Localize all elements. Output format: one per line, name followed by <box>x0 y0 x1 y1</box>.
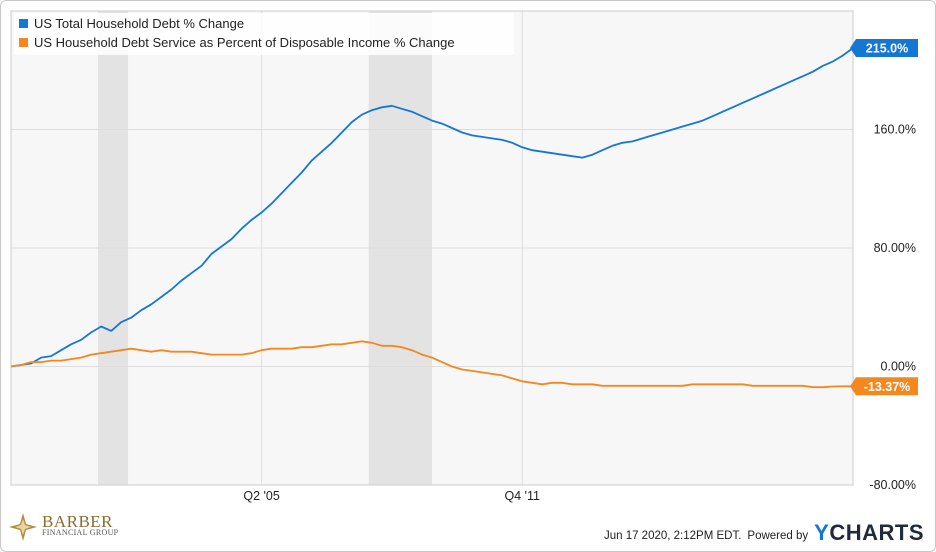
ycharts-rest: CHARTS <box>829 520 924 545</box>
barber-logo: BARBER FINANCIAL GROUP <box>8 512 118 542</box>
y-tick-label-2: 80.00% <box>874 241 916 255</box>
legend-box <box>14 13 514 55</box>
footer: Jun 17 2020, 2:12PM EDT. Powered by YCHA… <box>604 522 924 544</box>
plot-border <box>10 10 854 486</box>
y-tick-label-1: 0.00% <box>881 360 916 374</box>
legend-swatch-0 <box>19 19 28 28</box>
y-tick-label-3: 160.0% <box>874 123 916 137</box>
logo-name: BARBER <box>42 512 114 531</box>
ycharts-y: Y <box>814 520 830 545</box>
end-label-1: -13.37% <box>864 380 911 394</box>
end-label-0: 215.0% <box>866 42 908 56</box>
legend-swatch-1 <box>19 38 28 47</box>
legend-label-1: US Household Debt Service as Percent of … <box>34 35 455 50</box>
end-label-bg-0 <box>850 39 918 58</box>
series-line-0 <box>10 47 854 368</box>
legend-label-0: US Total Household Debt % Change <box>34 16 244 31</box>
y-tick-label-0: -80.00% <box>869 478 916 492</box>
series-line-1 <box>10 340 853 389</box>
compass-star-icon <box>9 513 37 541</box>
logo-subtitle: FINANCIAL GROUP <box>42 528 119 537</box>
timestamp: Jun 17 2020, 2:12PM EDT. <box>603 530 742 542</box>
x-tick-label-1: Q4 '11 <box>504 489 540 503</box>
ycharts-logo[interactable]: YCHARTS <box>814 522 924 544</box>
end-label-bg-1 <box>850 377 918 396</box>
x-tick-label-0: Q2 '05 <box>243 489 279 503</box>
powered-by: Powered by <box>747 530 809 542</box>
